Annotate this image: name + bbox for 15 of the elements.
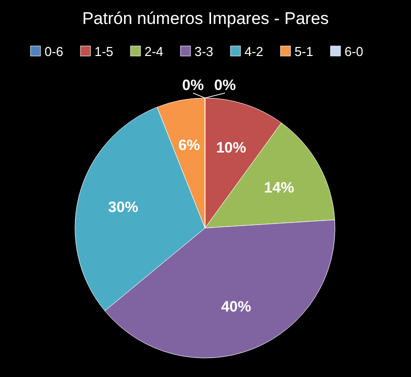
legend-label: 3-3 (194, 44, 214, 59)
legend-label: 6-0 (344, 44, 364, 59)
data-label: 6% (178, 136, 200, 154)
legend-label: 4-2 (244, 44, 264, 59)
legend-label: 2-4 (144, 44, 164, 59)
legend-label: 5-1 (294, 44, 314, 59)
chart-title: Patrón números Impares - Pares (82, 9, 329, 28)
legend-label: 0-6 (44, 44, 64, 59)
text: 0% (214, 77, 236, 94)
data-label: 14% (264, 179, 294, 196)
data-label: 10% (216, 140, 246, 157)
data-label: 40% (221, 298, 252, 316)
legend-label: 1-5 (94, 44, 114, 59)
text: 0% (182, 77, 204, 94)
data-label: 30% (108, 198, 138, 216)
